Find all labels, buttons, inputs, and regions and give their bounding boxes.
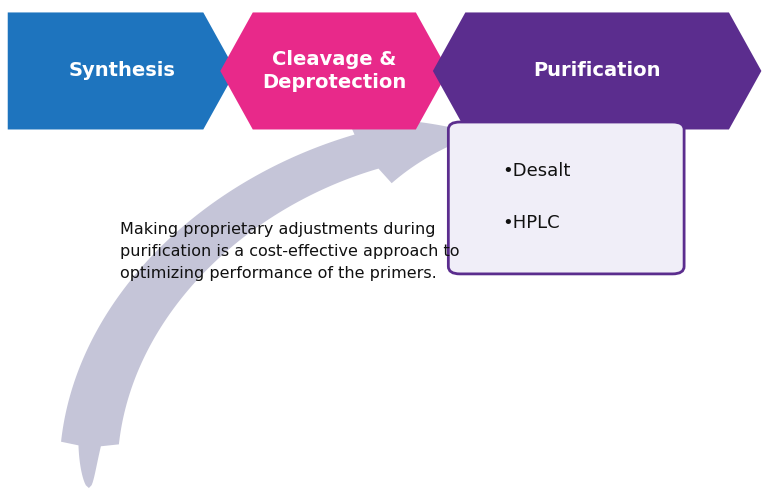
Text: Cleavage &
Deprotection: Cleavage & Deprotection — [262, 50, 407, 92]
Text: Making proprietary adjustments during
purification is a cost-effective approach : Making proprietary adjustments during pu… — [120, 222, 459, 281]
Polygon shape — [220, 12, 448, 129]
Text: •Desalt: •Desalt — [502, 161, 570, 180]
Text: Purification: Purification — [533, 61, 661, 81]
Text: Synthesis: Synthesis — [68, 61, 175, 81]
Text: •HPLC: •HPLC — [502, 214, 560, 232]
Polygon shape — [61, 118, 475, 488]
FancyBboxPatch shape — [448, 122, 684, 274]
Polygon shape — [8, 12, 236, 129]
Polygon shape — [433, 12, 761, 129]
